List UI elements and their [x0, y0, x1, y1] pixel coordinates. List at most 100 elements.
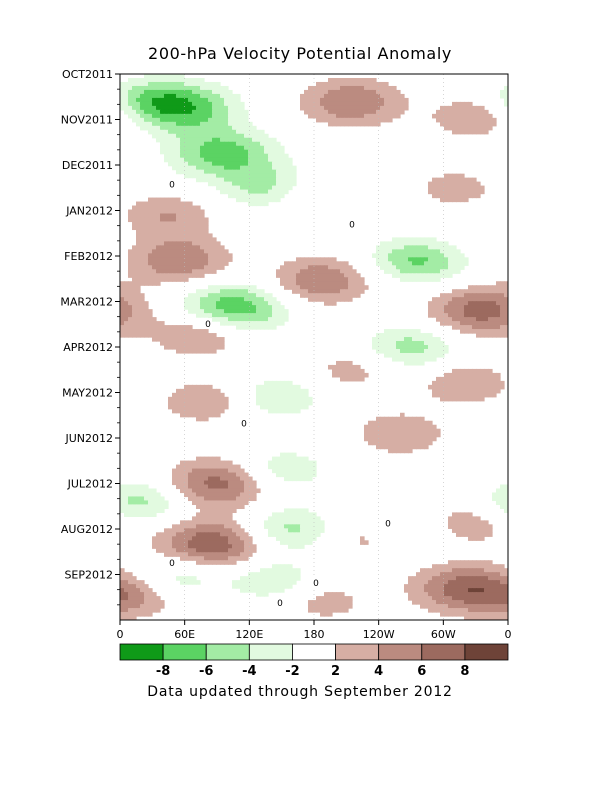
heatmap-cell	[484, 293, 489, 298]
heatmap-cell	[188, 524, 193, 529]
heatmap-cell	[336, 368, 341, 374]
heatmap-cell	[248, 201, 253, 207]
heatmap-cell	[384, 345, 389, 350]
heatmap-cell	[252, 293, 257, 298]
heatmap-cell	[172, 277, 177, 282]
heatmap-cell	[388, 257, 393, 262]
heatmap-cell	[204, 257, 209, 262]
heatmap-cell	[200, 520, 205, 525]
heatmap-cell	[420, 356, 425, 362]
heatmap-cell	[172, 233, 177, 239]
heatmap-cell	[340, 85, 345, 91]
heatmap-cell	[120, 333, 125, 338]
heatmap-cell	[320, 289, 325, 294]
heatmap-cell	[432, 309, 437, 314]
heatmap-cell	[196, 137, 201, 143]
heatmap-cell	[180, 269, 185, 274]
heatmap-cell	[152, 281, 157, 286]
heatmap-cell	[444, 380, 449, 386]
heatmap-cell	[388, 420, 393, 426]
heatmap-cell	[280, 388, 285, 394]
heatmap-cell	[368, 89, 373, 95]
heatmap-cell	[200, 301, 205, 306]
heatmap-cell	[220, 189, 225, 195]
heatmap-cell	[224, 157, 229, 163]
heatmap-cell	[184, 109, 189, 115]
heatmap-cell	[340, 93, 345, 99]
heatmap-cell	[168, 261, 173, 266]
heatmap-cell	[172, 253, 177, 258]
heatmap-cell	[440, 297, 445, 302]
heatmap-cell	[160, 101, 165, 107]
heatmap-cell	[244, 145, 249, 151]
heatmap-cell	[132, 253, 137, 258]
heatmap-cell	[204, 520, 209, 525]
heatmap-cell	[192, 77, 197, 83]
heatmap-cell	[168, 229, 173, 235]
heatmap-cell	[188, 105, 193, 111]
heatmap-cell	[224, 113, 229, 119]
heatmap-cell	[340, 368, 345, 374]
heatmap-cell	[280, 564, 285, 569]
heatmap-cell	[120, 97, 125, 103]
heatmap-cell	[360, 376, 365, 382]
heatmap-cell	[124, 93, 129, 99]
heatmap-cell	[192, 241, 197, 246]
heatmap-cell	[264, 568, 269, 573]
heatmap-cell	[140, 205, 145, 211]
heatmap-cell	[132, 492, 137, 498]
heatmap-cell	[164, 93, 169, 99]
heatmap-cell	[136, 608, 141, 613]
heatmap-cell	[480, 113, 485, 119]
heatmap-cell	[188, 225, 193, 231]
heatmap-cell	[184, 329, 189, 334]
heatmap-cell	[432, 341, 437, 346]
heatmap-cell	[328, 277, 333, 282]
heatmap-cell	[152, 229, 157, 235]
heatmap-cell	[452, 608, 457, 613]
heatmap-cell	[140, 313, 145, 318]
heatmap-cell	[428, 580, 433, 585]
heatmap-cell	[276, 169, 281, 175]
heatmap-cell	[252, 169, 257, 175]
heatmap-cell	[308, 273, 313, 278]
heatmap-cell	[160, 532, 165, 537]
heatmap-cell	[476, 317, 481, 322]
heatmap-cell	[288, 564, 293, 569]
colorbar-box	[335, 643, 380, 661]
heatmap-cell	[456, 528, 461, 533]
heatmap-cell	[376, 348, 381, 354]
heatmap-cell	[292, 289, 297, 294]
heatmap-cell	[404, 436, 409, 442]
heatmap-cell	[256, 488, 261, 494]
heatmap-cell	[232, 464, 237, 470]
heatmap-cell	[176, 81, 181, 87]
heatmap-cell	[224, 552, 229, 557]
heatmap-cell	[456, 576, 461, 581]
heatmap-cell	[176, 544, 181, 549]
heatmap-cell	[196, 177, 201, 183]
heatmap-cell	[416, 348, 421, 354]
heatmap-cell	[448, 249, 453, 254]
heatmap-cell	[260, 197, 265, 203]
heatmap-cell	[436, 305, 441, 310]
heatmap-cell	[292, 568, 297, 573]
heatmap-cell	[160, 93, 165, 99]
heatmap-cell	[208, 560, 213, 565]
heatmap-cell	[300, 536, 305, 541]
heatmap-cell	[480, 584, 485, 589]
heatmap-cell	[140, 584, 145, 589]
heatmap-cell	[428, 301, 433, 306]
heatmap-cell	[212, 105, 217, 111]
heatmap-cell	[188, 337, 193, 342]
heatmap-cell	[348, 105, 353, 111]
heatmap-cell	[160, 221, 165, 227]
heatmap-cell	[244, 177, 249, 183]
heatmap-cell	[152, 492, 157, 498]
heatmap-cell	[172, 141, 177, 147]
heatmap-cell	[156, 496, 161, 502]
heatmap-cell	[332, 113, 337, 119]
heatmap-cell	[444, 321, 449, 326]
heatmap-cell	[432, 384, 437, 390]
heatmap-cell	[444, 588, 449, 593]
